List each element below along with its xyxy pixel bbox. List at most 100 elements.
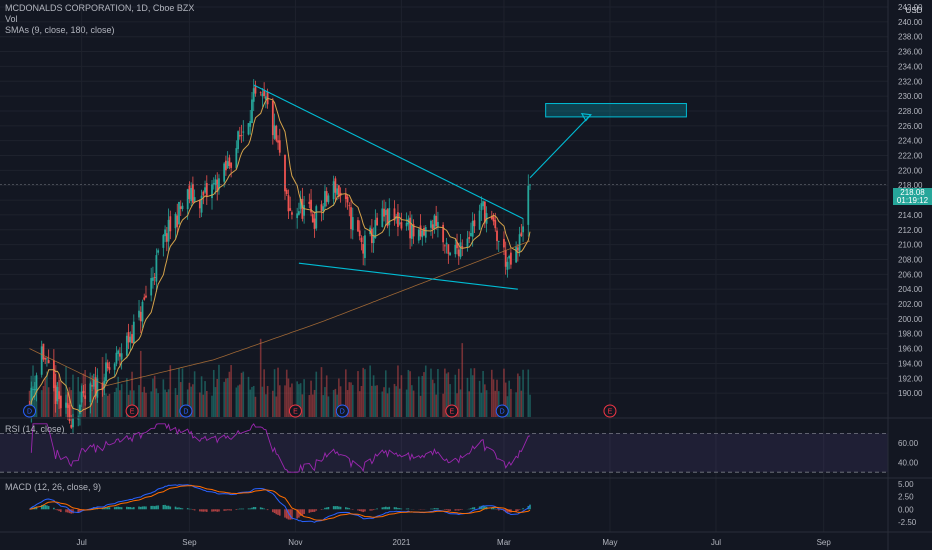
currency-label[interactable]: USD <box>905 6 923 15</box>
macd-histogram-bar <box>47 506 50 510</box>
candle-body <box>202 191 205 196</box>
volume-bar <box>480 392 483 417</box>
candle-body <box>271 100 274 136</box>
volume-bar <box>65 366 67 417</box>
candle-body <box>214 179 217 186</box>
candle-body <box>251 99 253 124</box>
macd-histogram-bar <box>298 509 300 518</box>
volume-bar <box>35 389 38 417</box>
volume-bar <box>433 383 436 417</box>
target-box[interactable] <box>545 103 687 118</box>
upper-trendline[interactable] <box>253 84 524 220</box>
moving-averages <box>29 97 531 417</box>
macd-histogram-bar <box>153 506 156 510</box>
lower-trendline[interactable] <box>298 262 518 290</box>
volume-bar <box>447 372 450 417</box>
volume-bar <box>397 365 399 417</box>
macd-histogram-bar <box>127 507 130 510</box>
earnings-marker[interactable] <box>445 404 459 418</box>
time-tick-label: Sep <box>817 538 832 547</box>
macd-histogram-bar <box>199 509 201 512</box>
candle-body <box>310 199 312 213</box>
macd-histogram-bar <box>285 509 288 519</box>
dividend-marker[interactable] <box>23 404 37 418</box>
candle-body <box>169 216 172 232</box>
volume-bar <box>409 371 411 417</box>
volume-bar <box>155 388 158 417</box>
volume-bar <box>46 371 48 417</box>
volume-bar <box>419 395 422 417</box>
volume-bar <box>456 393 458 417</box>
candle-body <box>54 385 57 404</box>
macd-histogram-bar <box>247 508 250 510</box>
volume-bar <box>522 369 524 417</box>
macd-histogram-bar <box>313 509 316 512</box>
volume-bar <box>150 391 152 417</box>
rsi-tick-label: 60.00 <box>898 439 919 448</box>
target-arrow[interactable] <box>529 114 592 179</box>
macd-histogram-bar <box>188 508 191 510</box>
volume-bar <box>503 368 505 417</box>
candle-body <box>152 277 154 281</box>
last-price: 218.08 <box>900 188 925 197</box>
candle-body <box>497 241 500 242</box>
drawings[interactable] <box>0 84 888 290</box>
earnings-marker[interactable] <box>288 404 302 418</box>
candle-body <box>129 336 132 343</box>
price-tick-label: 196.00 <box>898 345 923 354</box>
rsi-legend: RSI (14, close) <box>5 424 65 434</box>
volume-bar <box>515 392 517 417</box>
dividend-marker[interactable] <box>495 404 509 418</box>
macd-histogram-bar <box>339 506 342 510</box>
macd-histogram-bar <box>346 507 349 510</box>
candle-body <box>120 353 123 360</box>
macd-histogram-bar <box>226 509 229 511</box>
candle-body <box>200 195 203 213</box>
volume-bar <box>466 377 469 417</box>
macd-histogram-bar <box>435 508 437 510</box>
macd-histogram-bar <box>433 508 436 510</box>
macd-histogram-bar <box>492 507 495 510</box>
volume-bar <box>351 384 354 417</box>
macd-histogram-bar <box>40 504 43 510</box>
volume-bar <box>205 391 208 417</box>
earnings-marker[interactable] <box>603 404 617 418</box>
volume-bar <box>345 369 347 417</box>
volume-bar <box>492 379 495 417</box>
volume-bar <box>167 389 170 417</box>
volume-bar <box>157 393 159 417</box>
dividend-marker[interactable] <box>179 404 193 418</box>
volume-bar <box>350 382 352 417</box>
candle-body <box>56 387 59 402</box>
macd-histogram-bar <box>393 507 396 510</box>
volume-bar <box>223 381 225 417</box>
earnings-marker[interactable] <box>125 404 139 418</box>
volume-bar <box>108 393 111 417</box>
candle-body <box>351 217 354 231</box>
volume-bar <box>178 368 180 417</box>
macd-histogram-bar <box>397 507 399 510</box>
macd-histogram-bar <box>506 509 509 513</box>
dividend-marker[interactable] <box>335 404 349 418</box>
candle-body <box>468 237 471 239</box>
candle-body <box>492 216 495 222</box>
macd-line <box>29 484 531 523</box>
volume-bar <box>117 376 119 417</box>
macd-tick-label: 2.50 <box>898 493 914 502</box>
macd-histogram-bar <box>303 509 305 515</box>
candle-body <box>82 390 85 394</box>
candle-body <box>230 162 233 168</box>
volume-bar <box>362 367 364 417</box>
candle-body <box>374 219 377 239</box>
volume-bar <box>423 372 425 417</box>
macd-histogram-bar <box>320 509 323 510</box>
event-marker-label: E <box>608 409 613 416</box>
candle-body <box>423 227 425 236</box>
candle-body <box>105 362 107 382</box>
macd-histogram-bar <box>164 504 166 510</box>
volume-bar <box>358 391 361 417</box>
candle-body <box>447 244 450 254</box>
macd-histogram-bar <box>251 507 253 510</box>
